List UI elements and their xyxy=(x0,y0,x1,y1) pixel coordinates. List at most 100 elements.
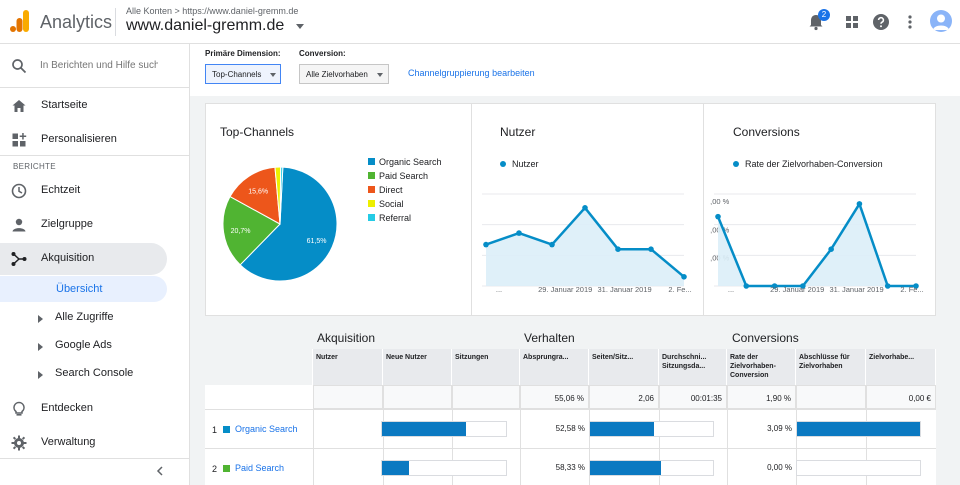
goal-completions-bar-fill xyxy=(797,422,920,436)
header-cell[interactable]: Zielvorhabe... xyxy=(866,349,936,385)
totals-cell xyxy=(383,385,452,409)
row-number: 1 xyxy=(212,425,218,435)
sidebar-divider xyxy=(0,155,190,156)
account-breadcrumb[interactable]: Alle Konten > https://www.daniel-gremm.d… xyxy=(126,6,299,16)
data-point[interactable] xyxy=(800,283,806,289)
avatar-icon xyxy=(933,14,949,30)
property-selector[interactable]: www.daniel-gremm.de xyxy=(126,17,285,34)
channels-table: Akquisition Verhalten Conversions Nutzer… xyxy=(205,317,936,485)
header-cell[interactable]: Neue Nutzer xyxy=(383,349,452,385)
area-fill xyxy=(718,203,916,286)
conversion-select[interactable]: Alle Zielvorhaben xyxy=(299,64,389,84)
users-line-chart[interactable]: ... 29. Januar 2019 31. Januar 2019 2. Fe..… xyxy=(478,174,696,304)
channel-link[interactable]: Paid Search xyxy=(235,463,285,473)
conversion-label: Conversion: xyxy=(299,49,346,58)
channels-pie-chart[interactable]: 61,5% 20,7% 15,6% xyxy=(220,164,340,284)
data-point[interactable] xyxy=(582,205,588,211)
sidebar-item-verwaltung[interactable]: Verwaltung xyxy=(0,427,170,459)
more-vert-icon[interactable] xyxy=(900,12,920,32)
channel-swatch xyxy=(223,465,230,472)
expand-triangle-icon[interactable] xyxy=(38,343,43,351)
product-name: Analytics xyxy=(40,12,113,32)
sidebar-item-personalisieren[interactable]: Personalisieren xyxy=(0,124,170,156)
sidebar-item-entdecken[interactable]: Entdecken xyxy=(0,393,170,425)
sidebar-sub-item-label: Alle Zugriffe xyxy=(55,311,114,323)
sidebar-item-akquisition[interactable]: Akquisition xyxy=(0,243,170,275)
table-cell xyxy=(727,410,796,449)
data-point[interactable] xyxy=(913,283,919,289)
sidebar-sub-item-alle-zugriffe[interactable]: Alle Zugriffe xyxy=(0,305,170,331)
chevron-down-icon[interactable] xyxy=(296,24,304,29)
series-line[interactable] xyxy=(716,201,916,288)
avatar[interactable] xyxy=(930,10,952,32)
totals-cell xyxy=(796,385,866,409)
table-header-row: Nutzer Neue Nutzer Sitzungen Absprungra... S… xyxy=(205,349,936,385)
expand-triangle-icon[interactable] xyxy=(38,315,43,323)
sidebar-item-label: Verwaltung xyxy=(41,436,96,448)
pages-per-session-bar-fill xyxy=(590,461,662,475)
data-point[interactable] xyxy=(681,274,687,280)
group-akquisition: Akquisition xyxy=(317,331,376,345)
conversion-rate-value: 3,09 % xyxy=(767,424,792,433)
data-point[interactable] xyxy=(615,246,621,252)
header-cell[interactable]: Abschlüsse für Zielvorhaben xyxy=(796,349,866,385)
header-cell[interactable]: Rate der Zielvorhaben-Conversion xyxy=(727,349,796,385)
data-point[interactable] xyxy=(549,241,555,248)
totals-cell: 0,00 € xyxy=(866,385,936,409)
header-cell[interactable]: Nutzer xyxy=(313,349,383,385)
data-point[interactable] xyxy=(715,213,721,220)
data-point[interactable] xyxy=(516,230,522,236)
expand-triangle-icon[interactable] xyxy=(38,371,43,379)
analytics-logo-icon[interactable] xyxy=(10,10,30,32)
data-point[interactable] xyxy=(856,201,863,207)
data-point[interactable] xyxy=(483,241,489,248)
pie-slice-organic-search[interactable] xyxy=(239,166,338,282)
sidebar-item-echtzeit[interactable]: Echtzeit xyxy=(0,175,170,207)
header-cell[interactable]: Absprungra... xyxy=(520,349,589,385)
totals-cell xyxy=(313,385,383,409)
sidebar-item-startseite[interactable]: Startseite xyxy=(0,90,170,122)
data-point[interactable] xyxy=(743,283,750,289)
new-users-bar xyxy=(381,460,507,476)
sidebar-active-highlight xyxy=(0,243,167,275)
chevron-left-icon[interactable] xyxy=(154,465,166,477)
data-point[interactable] xyxy=(771,283,778,289)
edit-channel-grouping-link[interactable]: Channelgruppierung bearbeiten xyxy=(408,68,535,78)
search-input[interactable] xyxy=(40,56,158,74)
channels-panel-title: Top-Channels xyxy=(220,125,295,139)
x-tick-label: 2. Fe... xyxy=(900,285,923,294)
header-cell[interactable]: Sitzungen xyxy=(452,349,520,385)
table-group-row: Akquisition Verhalten Conversions xyxy=(205,317,936,349)
data-point[interactable] xyxy=(828,246,834,252)
home-icon xyxy=(12,100,26,112)
conversion-rate-chart[interactable]: 6,00 %4,00 %2,00 %...29. Januar 201931. … xyxy=(710,174,932,304)
header-cell[interactable]: Durchschni... Sitzungsda... xyxy=(659,349,727,385)
data-point[interactable] xyxy=(648,246,654,252)
new-users-bar-fill xyxy=(382,461,410,475)
channel-link[interactable]: Organic Search xyxy=(235,424,298,434)
legend-swatch xyxy=(368,158,375,165)
primary-dimension-label: Primäre Dimension: xyxy=(205,49,281,58)
primary-dimension-select[interactable]: Top-Channels xyxy=(205,64,281,84)
pie-slice-referral[interactable] xyxy=(279,166,284,225)
apps-grid-icon[interactable] xyxy=(842,12,862,32)
conversions-panel-title: Conversions xyxy=(733,125,800,139)
help-icon[interactable] xyxy=(871,12,891,32)
sidebar-sub-item-google-ads[interactable]: Google Ads xyxy=(0,333,170,359)
header-cell[interactable]: Seiten/Sitz... xyxy=(589,349,659,385)
data-point[interactable] xyxy=(884,283,891,289)
table-cell xyxy=(520,410,589,449)
pie-slice-direct[interactable] xyxy=(229,166,281,225)
sidebar-item-label: Entdecken xyxy=(41,402,93,414)
totals-cell xyxy=(452,385,520,409)
legend-dot xyxy=(733,161,739,167)
panel-divider xyxy=(703,104,704,315)
sidebar-item-zielgruppe[interactable]: Zielgruppe xyxy=(0,209,170,241)
sidebar-sub-item-search-console[interactable]: Search Console xyxy=(0,361,170,387)
sidebar-sub-item-uebersicht[interactable]: Übersicht xyxy=(0,276,167,302)
x-tick-label: 2. Fe... xyxy=(668,285,691,294)
pie-slice-paid-search[interactable] xyxy=(222,195,281,266)
table-totals-row: 55,06 % 2,06 00:01:35 1,90 % 0,00 € xyxy=(205,385,936,409)
x-tick-label: 31. Januar 2019 xyxy=(597,285,651,294)
bounce-rate-value: 52,58 % xyxy=(555,424,585,433)
